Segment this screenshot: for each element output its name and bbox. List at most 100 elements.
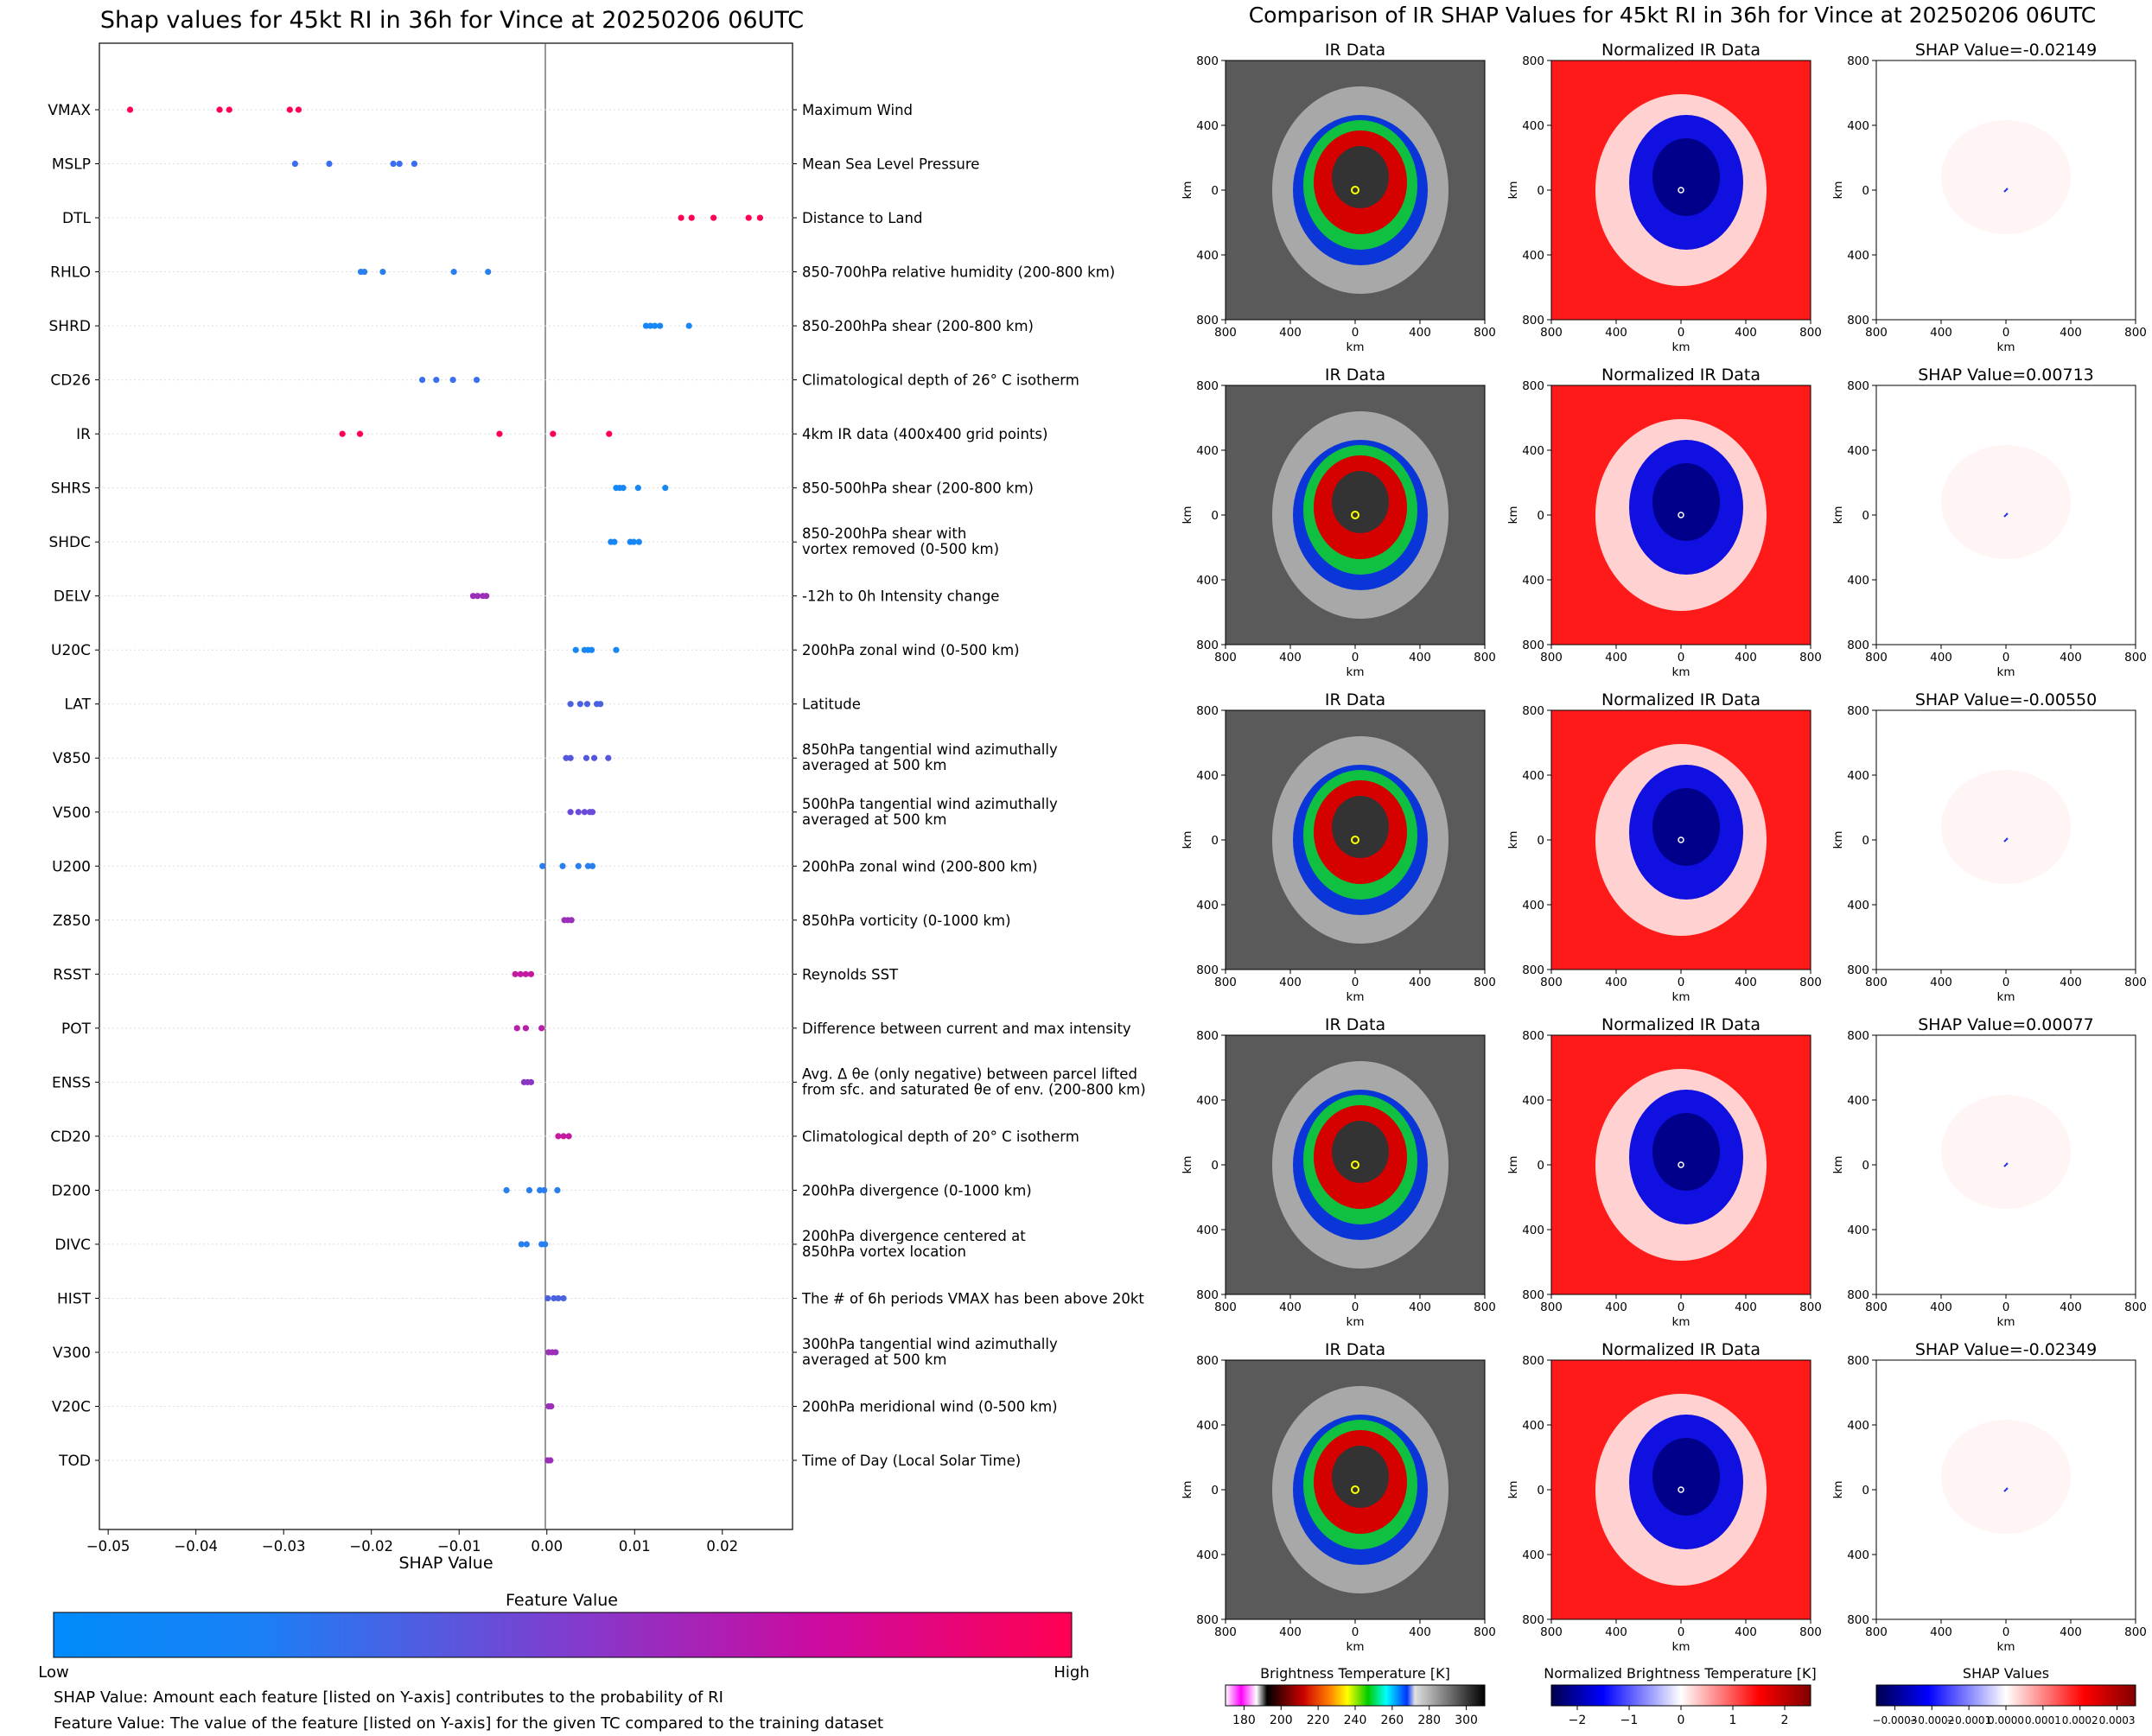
shap-point (678, 214, 684, 221)
y-axis-label: km (1181, 831, 1194, 849)
shap-point (646, 322, 654, 329)
cloud-core (1332, 796, 1389, 858)
colorbar-tick-label: −0.0002 (1909, 1714, 1954, 1726)
y-axis-label: km (1181, 1156, 1194, 1174)
x-tick-label: 800 (1799, 976, 1822, 989)
shap-point (226, 106, 232, 113)
cloud-core (1332, 146, 1389, 208)
feature-code-label: DELV (54, 588, 91, 606)
x-tick-label: 0 (1352, 651, 1359, 665)
y-tick-label: 800 (1196, 54, 1219, 68)
y-tick-label: 400 (1847, 1224, 1869, 1237)
y-tick-label: 400 (1522, 899, 1544, 913)
x-tick-label: 400 (1409, 1625, 1431, 1639)
x-tick-label: 400 (1605, 976, 1627, 989)
y-tick-label: 800 (1196, 1613, 1219, 1627)
x-tick-label: 400 (1930, 326, 1952, 340)
subplot-title: IR Data (1325, 41, 1385, 60)
feature-code-label: LAT (64, 696, 91, 714)
ir-colorbar-bar (1225, 1684, 1486, 1707)
x-tick-label: 400 (1409, 1300, 1431, 1314)
y-tick-label: 0 (1211, 834, 1219, 848)
x-tick-label: 800 (1865, 976, 1888, 989)
subplot-title: Normalized IR Data (1601, 1340, 1760, 1359)
x-tick-label: −0.01 (437, 1538, 481, 1555)
norm-colorbar-title: Normalized Brightness Temperature [K] (1544, 1665, 1817, 1682)
shap-point (360, 268, 368, 276)
shap-point (339, 430, 346, 437)
shap-point (555, 1133, 562, 1140)
shap-point (379, 268, 386, 276)
feature-description: 850-200hPa shear with (802, 525, 966, 542)
feature-description: averaged at 500 km (802, 1351, 946, 1368)
y-tick-label: 800 (1196, 314, 1219, 327)
subplot-title: Normalized IR Data (1601, 690, 1760, 709)
feature-description: 850hPa tangential wind azimuthally (802, 741, 1058, 758)
shap-point (613, 646, 620, 653)
cloud-core (1332, 471, 1389, 533)
colorbar-tick-label: −1 (1620, 1714, 1639, 1727)
feature-description: 850-500hPa shear (200-800 km) (802, 480, 1034, 497)
y-tick-label: 400 (1196, 1419, 1219, 1433)
norm-center-marker (1678, 1161, 1684, 1168)
feature-description: 850hPa vortex location (802, 1243, 966, 1260)
shap-faint-region (1941, 445, 2071, 559)
subplot-title: SHAP Value=0.00713 (1918, 366, 2094, 385)
x-tick-label: 400 (1279, 976, 1302, 989)
shap-point (567, 754, 574, 761)
shap-point (542, 1241, 549, 1248)
shap-point (589, 862, 596, 869)
feature-description: from sfc. and saturated θe of env. (200-… (802, 1081, 1146, 1097)
x-tick-label: 800 (1540, 326, 1563, 340)
shap-point (630, 538, 637, 545)
feature-code-label: U200 (52, 858, 91, 875)
shap-point (657, 322, 664, 329)
feature-code-label: DIVC (54, 1237, 91, 1254)
ir-subplot: Normalized IR Data8008004004000040040080… (1506, 41, 1822, 354)
x-tick-label: 400 (1735, 976, 1757, 989)
x-tick-label: 800 (1799, 1625, 1822, 1639)
colorbar-tick-label: −0.0001 (1946, 1714, 1991, 1726)
x-axis-label: km (1672, 665, 1690, 679)
y-tick-label: 800 (1522, 1354, 1544, 1368)
footnote-feature: Feature Value: The value of the feature … (54, 1714, 883, 1733)
colorbar-tick-label: 0 (1678, 1714, 1685, 1727)
x-tick-label: 0.00 (531, 1538, 563, 1555)
x-tick-label: 800 (1799, 651, 1822, 665)
x-tick-label: 400 (1279, 1300, 1302, 1314)
shap-point (588, 646, 595, 653)
feature-description: Latitude (802, 696, 861, 713)
colorbar-tick-label: 300 (1455, 1714, 1478, 1727)
ir-colorbar-title: Brightness Temperature [K] (1260, 1665, 1450, 1682)
y-tick-label: 400 (1196, 899, 1219, 913)
shap-point (576, 701, 583, 708)
right-title: Comparison of IR SHAP Values for 45kt RI… (1249, 3, 2097, 28)
x-tick-label: 800 (1214, 1625, 1237, 1639)
shap-plot-frame (99, 42, 793, 1530)
x-tick-label: 800 (1474, 1625, 1496, 1639)
feature-code-label: SHRS (51, 480, 91, 498)
x-tick-label: 400 (1735, 326, 1757, 340)
norm-dark-core (1652, 463, 1720, 541)
x-tick-label: 800 (1214, 976, 1237, 989)
y-axis-label: km (1831, 181, 1845, 200)
colorbar-tick-label: 0.0002 (2062, 1714, 2098, 1726)
x-tick-label: −0.03 (262, 1538, 306, 1555)
cloud-core (1332, 1446, 1389, 1508)
ir-subplot: SHAP Value=-0.02149800800400400004004008… (1831, 41, 2147, 354)
x-tick-label: 400 (1409, 976, 1431, 989)
y-axis-label: km (1831, 831, 1845, 849)
norm-center-marker (1678, 1486, 1684, 1493)
subplot-title: IR Data (1325, 1015, 1385, 1034)
shap-point (605, 754, 612, 761)
shap-faint-region (1941, 1095, 2071, 1209)
shap-point (496, 430, 503, 437)
feature-description: -12h to 0h Intensity change (802, 588, 999, 605)
shap-point (551, 1294, 557, 1302)
y-axis-label: km (1506, 1481, 1520, 1499)
colorbar-tick-label: 180 (1232, 1714, 1256, 1727)
